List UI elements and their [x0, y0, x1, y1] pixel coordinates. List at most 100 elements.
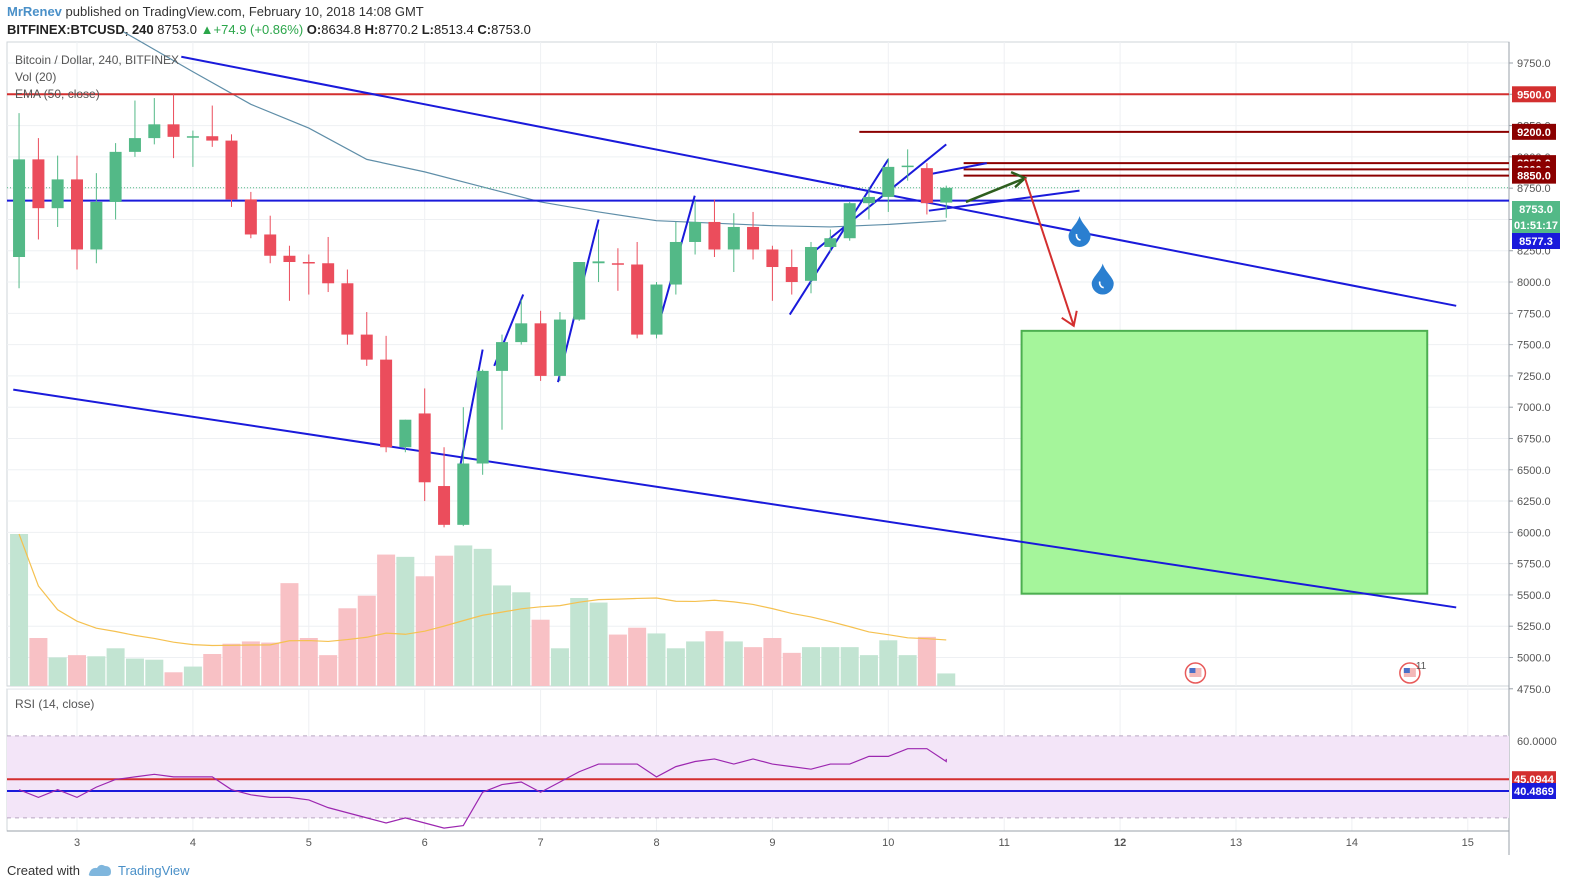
trendline-upper-trend [181, 55, 1457, 307]
candle-body [438, 486, 451, 525]
volume-bar [821, 647, 840, 686]
time-axis-label: 11 [998, 837, 1009, 849]
price-axis-label: 8750.0 [1517, 183, 1551, 195]
candle-body [206, 136, 219, 141]
candle-body [669, 241, 682, 285]
candle-body [71, 179, 83, 250]
time-axis-label: 10 [882, 837, 894, 849]
price-axis-label: 5750.0 [1517, 559, 1551, 571]
price-axis-label: 7750.0 [1517, 308, 1551, 320]
level-price-tag-label: 9500.0 [1517, 89, 1551, 101]
legend-rsi: RSI (14, close) [15, 697, 95, 711]
volume-bar [782, 652, 801, 686]
current-price-tag-label: 01:51:17 [1514, 220, 1558, 232]
volume-bar [705, 631, 724, 686]
rsi-level-tag-label: 40.4869 [1514, 786, 1554, 798]
open-value: 8634.8 [321, 22, 361, 37]
level-price-tag [1512, 86, 1556, 103]
volume-bar [377, 554, 396, 686]
volume-bar [48, 657, 67, 686]
level-price-tag-label: 9200.0 [1517, 127, 1551, 139]
candle-body [225, 140, 238, 200]
volume-ma-line [18, 533, 947, 647]
price-axis-label: 7000.0 [1517, 402, 1551, 414]
time-axis-label: 13 [1230, 837, 1242, 849]
rsi-band [7, 735, 1509, 818]
volume-bar [319, 655, 338, 686]
volume-bar [917, 636, 936, 686]
volume-bar [454, 545, 473, 686]
volume-bar [435, 555, 454, 686]
author-link[interactable]: MrRenev [7, 4, 62, 19]
volume-bar [357, 595, 376, 686]
candle-body [148, 124, 161, 139]
candle-body [322, 263, 335, 284]
price-axis-label: 5000.0 [1517, 653, 1551, 665]
candle-body [457, 463, 470, 525]
price-axis-label: 8250.0 [1517, 246, 1551, 258]
current-price-tag [1512, 233, 1560, 249]
volume-bar [840, 647, 859, 686]
volume-bar [241, 641, 260, 686]
volume-bar [763, 638, 782, 686]
candle-body [920, 168, 933, 204]
candle-body [90, 201, 103, 250]
chart-header: MrRenev published on TradingView.com, Fe… [0, 0, 1572, 42]
volume-bar [68, 655, 86, 686]
green-arrow-icon [965, 176, 1026, 204]
price-axis-label: 8000.0 [1517, 277, 1551, 289]
change-triangle-icon: ▲ [200, 22, 214, 37]
candle-series [13, 94, 953, 528]
volume-bar [106, 648, 125, 686]
candle-body [727, 226, 740, 250]
volume-bar [628, 627, 647, 686]
volume-bar [589, 602, 608, 686]
volume-bar [879, 640, 898, 686]
price-axis-label: 6250.0 [1517, 496, 1551, 508]
volume-bar [608, 634, 627, 686]
volume-bar [164, 672, 183, 686]
volume-bar [29, 638, 48, 686]
price-axis-label: 4750.0 [1517, 684, 1551, 696]
time-axis-label: 3 [74, 837, 80, 849]
symbol-label: BITFINEX:BTCUSD, 240 [7, 22, 154, 37]
droplet-highlight [1075, 233, 1081, 241]
volume-bar [125, 658, 144, 686]
price-axis-label: 5500.0 [1517, 590, 1551, 602]
candle-body [360, 334, 373, 360]
price-axis-label: 9750.0 [1517, 58, 1551, 70]
volume-bar [473, 548, 492, 686]
us-flag-canton [1403, 668, 1410, 673]
price-axis-label: 6750.0 [1517, 433, 1551, 445]
rsi-line [18, 748, 947, 829]
footer-brand-link[interactable]: TradingView [118, 863, 190, 878]
close-value: 8753.0 [491, 22, 531, 37]
volume-bar [898, 655, 917, 686]
price-change: +74.9 (+0.86%) [213, 22, 304, 37]
target-zone [1020, 329, 1429, 595]
candle-body [843, 203, 856, 239]
legend-ema: EMA (50, close) [15, 87, 100, 101]
volume-bar [493, 585, 512, 686]
candle-body [534, 323, 547, 376]
time-axis-label: 15 [1462, 837, 1474, 849]
volume-bar [87, 656, 106, 686]
candle-body [785, 267, 798, 283]
candle-body [51, 179, 64, 209]
time-axis-label: 9 [769, 837, 775, 849]
level-price-tag [1512, 167, 1556, 184]
footer-created: Created with [7, 863, 80, 878]
volume-series [10, 534, 956, 686]
level-price-tag [1512, 123, 1556, 140]
volume-bar [183, 666, 202, 686]
time-axis-label: 8 [653, 837, 659, 849]
candle-body [418, 413, 431, 483]
trendline-rise-5 [788, 158, 890, 316]
volume-bar [299, 638, 318, 686]
candle-body [592, 261, 605, 264]
open-label: O: [306, 22, 322, 37]
volume-bar [261, 642, 280, 686]
tradingview-logo-icon[interactable] [87, 861, 113, 879]
volume-bar [666, 648, 685, 686]
